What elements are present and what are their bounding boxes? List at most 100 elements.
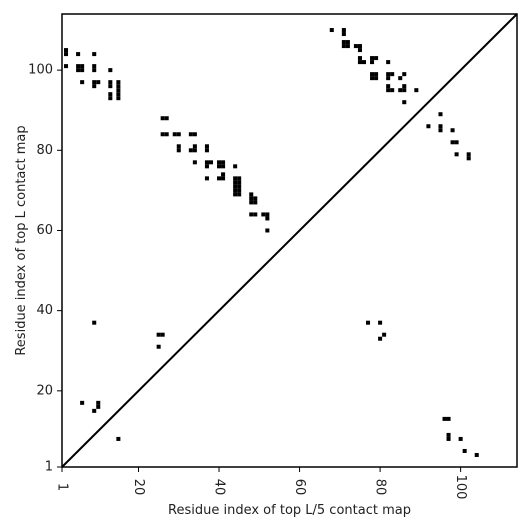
contact-point bbox=[446, 432, 451, 437]
contact-point bbox=[192, 160, 197, 165]
contact-point bbox=[390, 88, 395, 93]
contact-point bbox=[357, 44, 362, 49]
contact-point bbox=[426, 124, 431, 129]
contact-point bbox=[233, 164, 238, 169]
contact-point bbox=[160, 116, 165, 121]
contact-point bbox=[462, 448, 467, 453]
contact-point bbox=[402, 84, 407, 89]
contact-point bbox=[204, 176, 209, 181]
x-tick-label: 60 bbox=[292, 479, 307, 496]
contact-point bbox=[92, 52, 97, 57]
contact-point bbox=[233, 180, 238, 185]
contact-point bbox=[80, 68, 85, 73]
contact-point bbox=[414, 88, 419, 93]
contact-point bbox=[96, 404, 101, 409]
y-tick-label: 1 bbox=[45, 460, 53, 475]
contact-point bbox=[204, 164, 209, 169]
contact-point bbox=[233, 176, 238, 181]
contact-point bbox=[76, 64, 81, 69]
contact-point bbox=[108, 96, 113, 101]
contact-point bbox=[450, 140, 455, 145]
contact-point bbox=[237, 184, 242, 189]
contact-point bbox=[249, 200, 254, 205]
contact-point bbox=[176, 132, 181, 137]
contact-point bbox=[192, 148, 197, 153]
contact-point bbox=[164, 132, 169, 137]
y-tick-label: 100 bbox=[28, 63, 53, 78]
contact-point bbox=[386, 76, 391, 81]
contact-point bbox=[402, 100, 407, 105]
contact-point bbox=[446, 416, 451, 421]
contact-point bbox=[80, 64, 85, 69]
contact-point bbox=[221, 164, 226, 169]
contact-point bbox=[341, 28, 346, 33]
contact-point bbox=[217, 164, 222, 169]
contact-point bbox=[442, 416, 447, 421]
contact-point bbox=[221, 176, 226, 181]
contact-point bbox=[370, 56, 375, 61]
contact-point bbox=[108, 80, 113, 85]
y-tick-label: 80 bbox=[36, 143, 53, 158]
contact-point bbox=[357, 56, 362, 61]
contact-point bbox=[80, 400, 85, 405]
contact-point bbox=[92, 320, 97, 325]
contact-point bbox=[370, 60, 375, 65]
contact-point bbox=[160, 132, 165, 137]
contact-point bbox=[366, 320, 371, 325]
contact-point bbox=[402, 88, 407, 93]
contact-point bbox=[374, 72, 379, 77]
contact-point bbox=[370, 72, 375, 77]
contact-point bbox=[116, 92, 121, 97]
contact-point bbox=[454, 140, 459, 145]
contact-point bbox=[156, 332, 161, 337]
x-axis: 1 20 40 60 80 100 bbox=[55, 467, 468, 500]
contact-point bbox=[160, 332, 165, 337]
contact-point bbox=[378, 320, 383, 325]
contact-point bbox=[233, 192, 238, 197]
contact-point bbox=[438, 112, 443, 117]
contact-point bbox=[76, 52, 81, 57]
contact-point bbox=[374, 76, 379, 81]
contact-point bbox=[398, 88, 403, 93]
contact-point bbox=[188, 148, 193, 153]
y-axis: 1 20 40 60 80 100 bbox=[28, 63, 62, 475]
x-tick-label: 20 bbox=[131, 479, 146, 496]
contact-point bbox=[382, 332, 387, 337]
contact-point bbox=[265, 212, 270, 217]
contact-point bbox=[96, 400, 101, 405]
contact-point bbox=[92, 68, 97, 73]
contact-point bbox=[92, 80, 97, 85]
x-tick-label: 100 bbox=[453, 475, 468, 500]
contact-point bbox=[204, 160, 209, 165]
contact-point bbox=[164, 116, 169, 121]
contact-point bbox=[92, 408, 97, 413]
contact-point bbox=[265, 228, 270, 233]
contact-point bbox=[466, 156, 471, 161]
contact-point bbox=[156, 344, 161, 349]
contact-point bbox=[249, 212, 254, 217]
contact-point bbox=[221, 172, 226, 177]
contact-point bbox=[329, 28, 334, 33]
contact-point bbox=[341, 32, 346, 37]
contact-point bbox=[176, 148, 181, 153]
contact-point bbox=[233, 184, 238, 189]
y-axis-label: Residue index of top L contact map bbox=[14, 125, 29, 355]
contact-point bbox=[221, 160, 226, 165]
contact-point bbox=[454, 152, 459, 157]
contact-point bbox=[233, 188, 238, 193]
contact-point bbox=[116, 96, 121, 101]
contact-point bbox=[253, 200, 258, 205]
contact-point bbox=[341, 40, 346, 45]
plot-area-frame bbox=[61, 13, 518, 468]
contact-point bbox=[398, 76, 403, 81]
contact-point bbox=[261, 212, 266, 217]
contact-point bbox=[192, 144, 197, 149]
contact-point bbox=[386, 72, 391, 77]
contact-point bbox=[438, 128, 443, 133]
contact-point bbox=[237, 192, 242, 197]
contact-point bbox=[458, 436, 463, 441]
x-tick-label: 40 bbox=[212, 479, 227, 496]
contact-point bbox=[176, 144, 181, 149]
diagonal-line bbox=[61, 13, 518, 468]
contact-point bbox=[92, 84, 97, 89]
